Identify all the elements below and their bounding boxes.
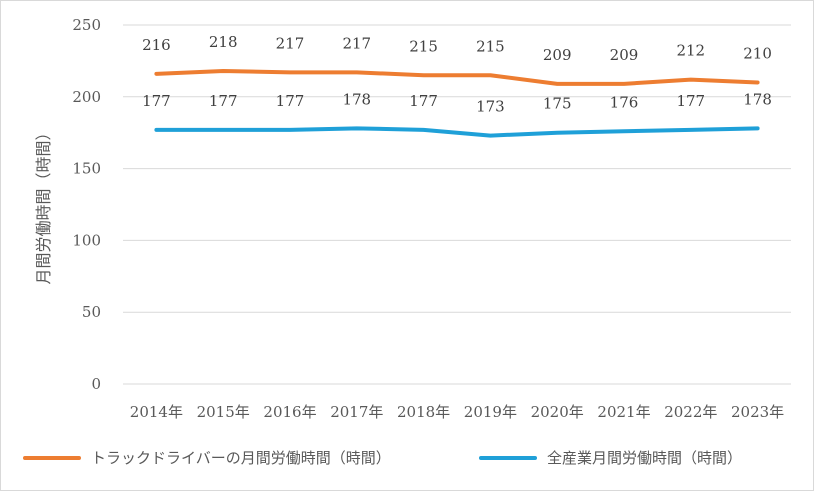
y-tick-label: 150: [72, 160, 101, 178]
x-tick-label: 2021年: [597, 403, 650, 421]
y-tick-label: 100: [72, 231, 101, 249]
x-tick-label: 2022年: [664, 403, 717, 421]
y-tick-label: 250: [72, 16, 101, 34]
data-label: 177: [209, 92, 238, 110]
x-tick-label: 2017年: [330, 403, 383, 421]
data-label: 215: [409, 37, 438, 55]
y-axis-title: 月間労働時間（時間）: [34, 124, 53, 284]
data-labels: 216 218 217 217 215 215 209 209 212 210 177 177 177 1…: [142, 33, 772, 116]
series-line-0: [154, 68, 760, 86]
data-label: 210: [743, 44, 772, 62]
data-label: 178: [342, 90, 371, 108]
data-label: 175: [543, 95, 572, 113]
x-tick-label: 2020年: [531, 403, 584, 421]
x-tick-label: 2014年: [130, 403, 183, 421]
y-tick-label: 50: [82, 303, 101, 321]
data-label: 215: [476, 37, 505, 55]
y-tick-label: 0: [91, 375, 101, 393]
data-label: 177: [409, 92, 438, 110]
data-label: 216: [142, 36, 171, 54]
data-label: 177: [276, 92, 305, 110]
legend: トラックドライバーの月間労働時間（時間） 全産業月間労働時間（時間）: [23, 449, 742, 467]
x-axis-ticks: 2014年 2015年 2016年 2017年 2018年 2019年 2020年 2021年…: [130, 403, 784, 421]
data-label: 212: [676, 42, 705, 60]
y-axis-ticks: 0 50 100 150 200 250: [72, 16, 101, 393]
data-label: 217: [342, 34, 371, 52]
data-label: 177: [142, 92, 171, 110]
series-line-1: [154, 126, 760, 138]
series-lines: [154, 68, 760, 138]
data-label: 209: [610, 46, 639, 64]
y-tick-label: 200: [72, 88, 101, 106]
data-label: 173: [476, 98, 505, 116]
data-label: 217: [276, 34, 305, 52]
data-label: 177: [676, 92, 705, 110]
x-tick-label: 2019年: [464, 403, 517, 421]
data-label: 209: [543, 46, 572, 64]
gridlines: [123, 24, 791, 385]
x-tick-label: 2015年: [197, 403, 250, 421]
data-label: 178: [743, 90, 772, 108]
data-label: 218: [209, 33, 238, 51]
x-tick-label: 2018年: [397, 403, 450, 421]
legend-entry-1: 全産業月間労働時間（時間）: [547, 449, 742, 467]
data-label: 176: [610, 93, 639, 111]
legend-entry-0: トラックドライバーの月間労働時間（時間）: [91, 449, 391, 467]
x-tick-label: 2016年: [263, 403, 316, 421]
x-tick-label: 2023年: [731, 403, 784, 421]
